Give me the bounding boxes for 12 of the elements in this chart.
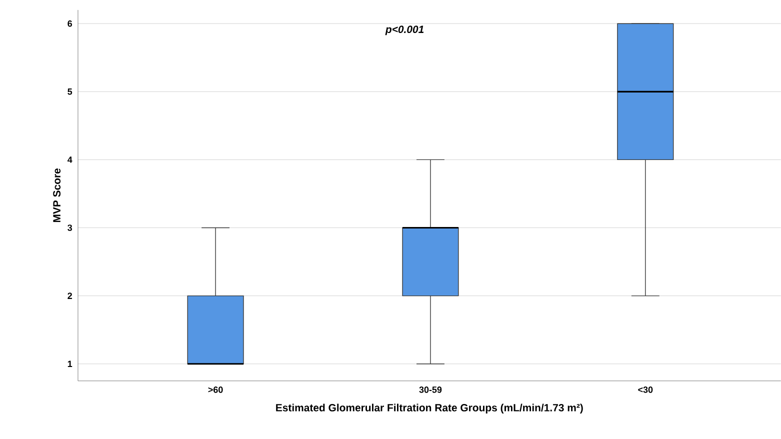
- x-axis-title: Estimated Glomerular Filtration Rate Groups (mL/min/1.73 m²): [276, 404, 583, 414]
- y-tick-label: 4: [67, 156, 72, 163]
- x-tick-label: >60: [208, 386, 223, 393]
- annotation: p<0.001: [385, 26, 424, 36]
- x-tick-label: 30-59: [419, 386, 442, 393]
- y-axis-title: MVP Score: [53, 168, 61, 222]
- y-tick-label: 1: [68, 360, 72, 368]
- y-tick-label: 3: [68, 224, 72, 231]
- x-tick-label: <30: [638, 386, 653, 393]
- y-tick-label: 6: [68, 20, 72, 27]
- y-tick-label: 2: [68, 292, 72, 300]
- y-tick-label: 5: [68, 88, 72, 95]
